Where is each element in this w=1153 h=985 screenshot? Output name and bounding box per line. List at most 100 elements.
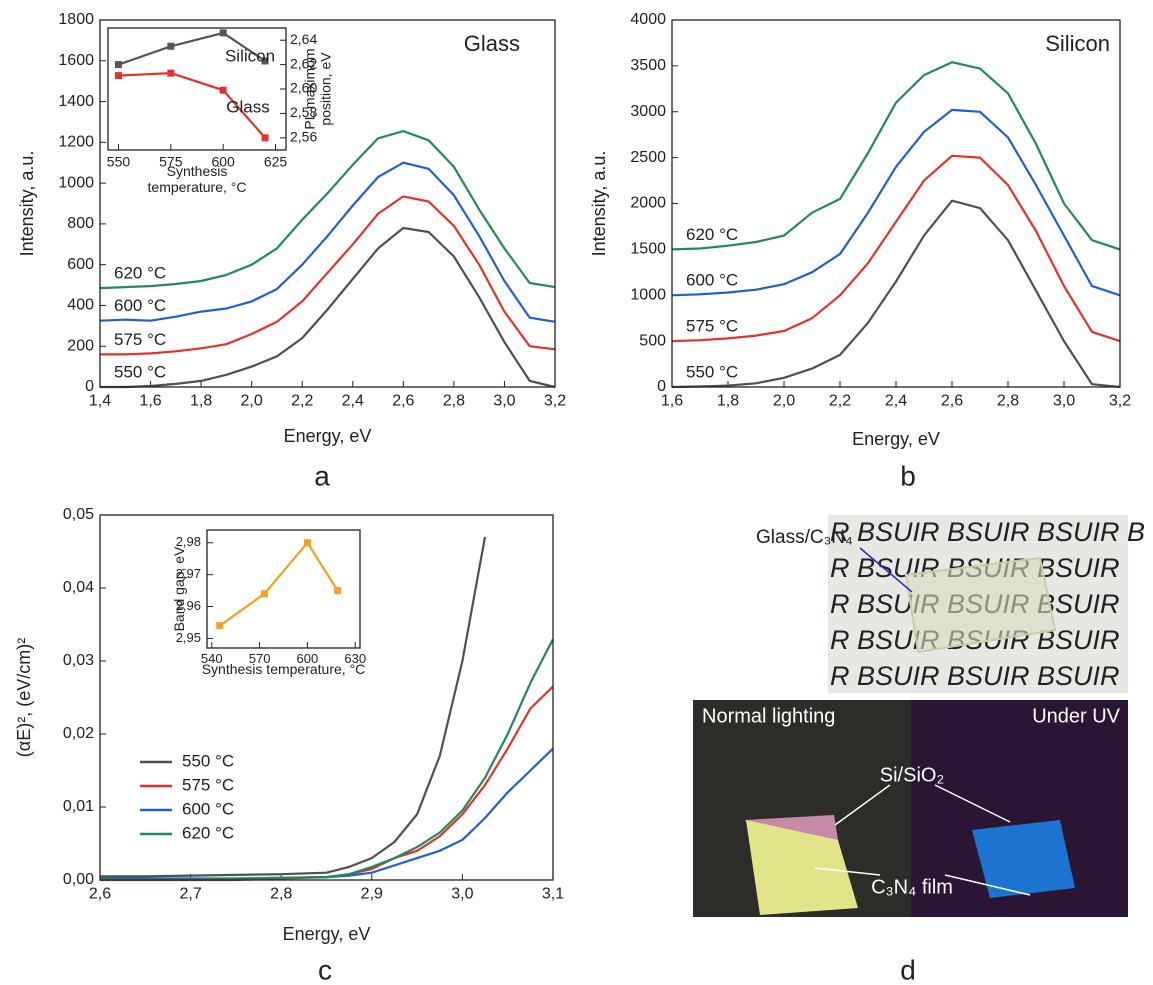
plot-frame [671, 19, 1121, 388]
panel-label: a [314, 460, 330, 491]
y-axis-label-line: Intensity, a.u. [589, 151, 609, 257]
y-axis-label-line: (αE)², (eV/cm)² [14, 638, 34, 757]
x-tick-label: 2,2 [829, 393, 851, 410]
arrow [934, 784, 1011, 823]
x-tick-label: 2,6 [89, 886, 111, 903]
arrow [859, 547, 913, 593]
caption: Normal lighting [702, 705, 835, 727]
series-line [99, 130, 556, 290]
panel-label: c [318, 954, 332, 985]
x-axis-label-line: Energy, eV [852, 429, 940, 449]
photo-row: R BSUIR BSUIR BSUIR [830, 661, 1120, 691]
x-tick-label: 2,8 [270, 886, 292, 903]
curve-label: 620 °C [686, 225, 738, 244]
y-tick-label: 0,01 [63, 798, 94, 815]
y-axis-label: Intensity, a.u. [589, 151, 609, 257]
sample-film [746, 820, 858, 915]
photo-glass: R BSUIR BSUIR BSUIR B R BSUIR BSUIR BSUI… [756, 515, 1145, 693]
arrows [814, 784, 1031, 896]
series-line [219, 541, 339, 627]
x-tick-label: 2,8 [997, 393, 1019, 410]
series-line [671, 199, 1121, 389]
x-tick-label: 1,8 [717, 393, 739, 410]
y-tick-label: 0,03 [63, 652, 94, 669]
sample-uv [972, 820, 1075, 898]
x-tick-label: 2,2 [291, 393, 313, 410]
curve-label: 600 °C [114, 296, 166, 315]
annotation: Silicon [225, 46, 275, 65]
x-tick-label: 625 [264, 153, 288, 169]
y-tick-label: 2,58 [290, 104, 317, 120]
x-axis-label-line: Energy, eV [284, 426, 372, 446]
glass-plate [904, 556, 1057, 654]
x-tick-label: 2,7 [179, 886, 201, 903]
y-axis-label-line: position, eV [317, 52, 333, 126]
curve-label: 550 °C [114, 362, 166, 381]
series-line [671, 61, 1121, 251]
plot-title: Silicon [1045, 31, 1110, 56]
caption: Under UV [1032, 705, 1120, 727]
curve-label: 575 °C [686, 317, 738, 336]
y-tick-label: 2,64 [290, 31, 317, 47]
x-tick-label: 575 [159, 153, 183, 169]
y-tick-label: 2,60 [290, 80, 317, 96]
x-tick-label: 550 [107, 153, 131, 169]
x-tick-label: 3,2 [544, 393, 566, 410]
x-tick-label: 2,4 [885, 393, 907, 410]
x-tick-label: 3,2 [1109, 393, 1131, 410]
x-tick-label: 2,4 [342, 393, 364, 410]
photo-samples: Normal lighting Under UV Si/SiO₂ C₃N₄ fi… [693, 700, 1128, 917]
glass-label: Glass/C₃N₄ [756, 527, 853, 548]
legend-label: 550 °C [182, 751, 234, 770]
marker [114, 72, 122, 80]
legend-label: 575 °C [182, 775, 234, 794]
series-line [118, 72, 266, 139]
series-line [671, 108, 1121, 297]
y-tick-label: 0 [657, 378, 666, 395]
arrow [814, 867, 881, 876]
x-tick-label: 3,0 [451, 886, 473, 903]
annotation: Glass [226, 97, 269, 116]
plot-frame [99, 514, 554, 881]
series-line [100, 226, 556, 389]
y-tick-label: 3000 [630, 103, 666, 120]
x-tick-label: 630 [344, 651, 366, 666]
inset-background [108, 28, 286, 150]
series-line [671, 154, 1121, 343]
series-line [118, 31, 266, 66]
panel-label: d [900, 954, 916, 985]
x-tick-label: 540 [201, 651, 223, 666]
x-tick-label: 1,4 [89, 393, 111, 410]
y-axis-label-line: Intensity, a.u. [17, 151, 37, 257]
marker [303, 539, 311, 547]
x-tick-label: 600 [211, 153, 235, 169]
series-line [100, 536, 487, 878]
x-tick-label: 1,8 [190, 393, 212, 410]
marker [261, 134, 269, 142]
y-tick-label: 0,05 [63, 506, 94, 523]
film-label: C₃N₄ film [871, 876, 953, 898]
y-tick-label: 2000 [630, 195, 666, 212]
marker [261, 57, 269, 65]
y-axis-label: Intensity, a.u. [17, 151, 37, 257]
y-tick-label: 1000 [630, 286, 666, 303]
y-tick-label: 1400 [58, 93, 94, 110]
y-tick-label: 1200 [58, 134, 94, 151]
x-tick-label: 2,8 [443, 393, 465, 410]
series-line [99, 161, 556, 323]
x-axis-label-line: Synthesis temperature, °C [202, 661, 366, 677]
y-tick-label: 1500 [630, 241, 666, 258]
x-tick-label: 2,0 [773, 393, 795, 410]
plot-frame [99, 19, 556, 388]
x-tick-label: 570 [249, 651, 271, 666]
panel-label: b [900, 460, 916, 491]
x-tick-label: 3,1 [542, 886, 564, 903]
series-line [100, 747, 554, 880]
y-axis-label-line: Band gap, eV [171, 546, 187, 632]
curve-label: 575 °C [114, 330, 166, 349]
x-axis-label-line: temperature, °C [148, 179, 247, 195]
marker [216, 622, 224, 630]
y-tick-label: 4000 [630, 11, 666, 28]
y-tick-label: 2,97 [176, 566, 201, 581]
curve-label: 620 °C [114, 264, 166, 283]
